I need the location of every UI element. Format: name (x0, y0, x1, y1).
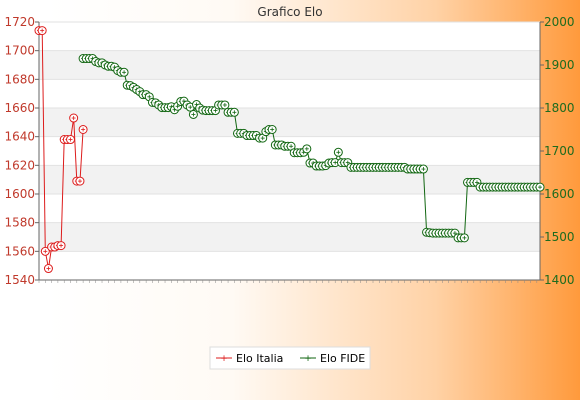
series-elo-italia (34, 26, 88, 274)
plot-band (39, 165, 540, 194)
left-tick-label: 1540 (4, 273, 35, 287)
legend-italia-label: Elo Italia (236, 352, 283, 365)
legend: + Elo Italia + Elo FIDE (209, 346, 371, 370)
grid-lines (39, 21, 540, 281)
left-tick-label: 1560 (4, 244, 35, 258)
right-tick-label: 1800 (544, 101, 575, 115)
right-tick-label: 2000 (544, 15, 575, 29)
left-tick-label: 1680 (4, 72, 35, 86)
right-tick-label: 1400 (544, 273, 575, 287)
right-tick-label: 1900 (544, 58, 575, 72)
left-tick-label: 1640 (4, 130, 35, 144)
series-elo-fide (78, 54, 545, 243)
right-tick-label: 1500 (544, 230, 575, 244)
legend-fide-label: Elo FIDE (320, 352, 365, 365)
plot-band (39, 108, 540, 137)
legend-italia-marker: + (220, 354, 228, 364)
legend-fide-marker: + (304, 354, 312, 364)
legend-box (209, 346, 371, 370)
left-tick-label: 1600 (4, 187, 35, 201)
chart-title: Grafico Elo (257, 5, 322, 19)
plot-bands (39, 22, 540, 280)
left-tick-label: 1700 (4, 44, 35, 58)
left-tick-label: 1620 (4, 158, 35, 172)
right-tick-label: 1600 (544, 187, 575, 201)
left-tick-label: 1580 (4, 216, 35, 230)
right-axis-ticks: 1400 1500 1600 1700 1800 1900 2000 (540, 15, 575, 287)
right-tick-label: 1700 (544, 144, 575, 158)
left-tick-label: 1660 (4, 101, 35, 115)
left-tick-label: 1720 (4, 15, 35, 29)
series-group (34, 26, 545, 274)
x-axis-labels (38, 280, 538, 283)
left-axis-ticks: 1540 1560 1580 1600 1620 1640 1660 1680 1700 1720 (4, 15, 39, 287)
